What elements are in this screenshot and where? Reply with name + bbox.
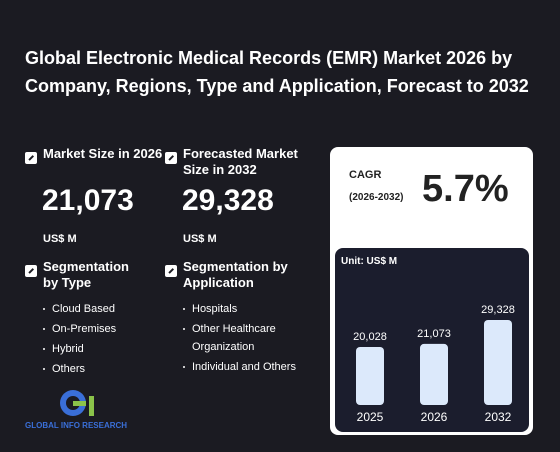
segment-item: Other Healthcare Organization	[192, 323, 276, 353]
chart-subtitle: Unit: US$ M	[341, 256, 398, 267]
bullet	[183, 366, 185, 368]
stat-value: 21,073	[42, 184, 134, 217]
segment-item: Others	[52, 363, 86, 375]
icon	[165, 152, 177, 164]
value-label: 29,328	[481, 304, 515, 316]
segment-title: Segmentation by Type	[43, 259, 129, 290]
stat-label: Forecasted Market Size in 2032	[183, 146, 298, 177]
cagr-label: CAGR	[349, 169, 382, 181]
category-label: 2026	[421, 410, 448, 424]
bullet	[183, 328, 185, 330]
stat-label: Market Size in 2026	[43, 146, 163, 161]
icon	[25, 265, 37, 277]
segment-item: Individual and Others	[192, 361, 296, 373]
segment-item: Hybrid	[52, 343, 84, 355]
segment-item: Cloud Based	[52, 303, 115, 315]
stat-value: 29,328	[182, 184, 274, 217]
icon	[25, 152, 37, 164]
logo-mark	[60, 390, 94, 416]
bullet	[43, 308, 45, 310]
value-label: 20,028	[353, 331, 387, 343]
category-label: 2025	[357, 410, 384, 424]
stat-unit: US$ M	[43, 233, 77, 245]
bullet	[43, 328, 45, 330]
category-label: 2032	[485, 410, 512, 424]
title: Global Electronic Medical Records (EMR) …	[25, 48, 529, 96]
bullet	[43, 348, 45, 350]
chart: 20,028 2025 21,073 2026 29,328 2032	[353, 304, 515, 424]
bullet	[43, 368, 45, 370]
value-label: 21,073	[417, 328, 451, 340]
cagr-period: (2026-2032)	[349, 192, 404, 203]
logo-text: GLOBAL INFO RESEARCH	[25, 421, 128, 430]
cagr-value: 5.7%	[422, 168, 509, 210]
segment-title: Segmentation by Application	[183, 259, 288, 290]
bullet	[183, 308, 185, 310]
bar	[356, 346, 384, 405]
icon	[165, 265, 177, 277]
bar	[420, 343, 448, 405]
segment-item: On-Premises	[52, 323, 117, 335]
stat-unit: US$ M	[183, 233, 217, 245]
bar	[484, 320, 512, 405]
segment-item: Hospitals	[192, 303, 238, 315]
